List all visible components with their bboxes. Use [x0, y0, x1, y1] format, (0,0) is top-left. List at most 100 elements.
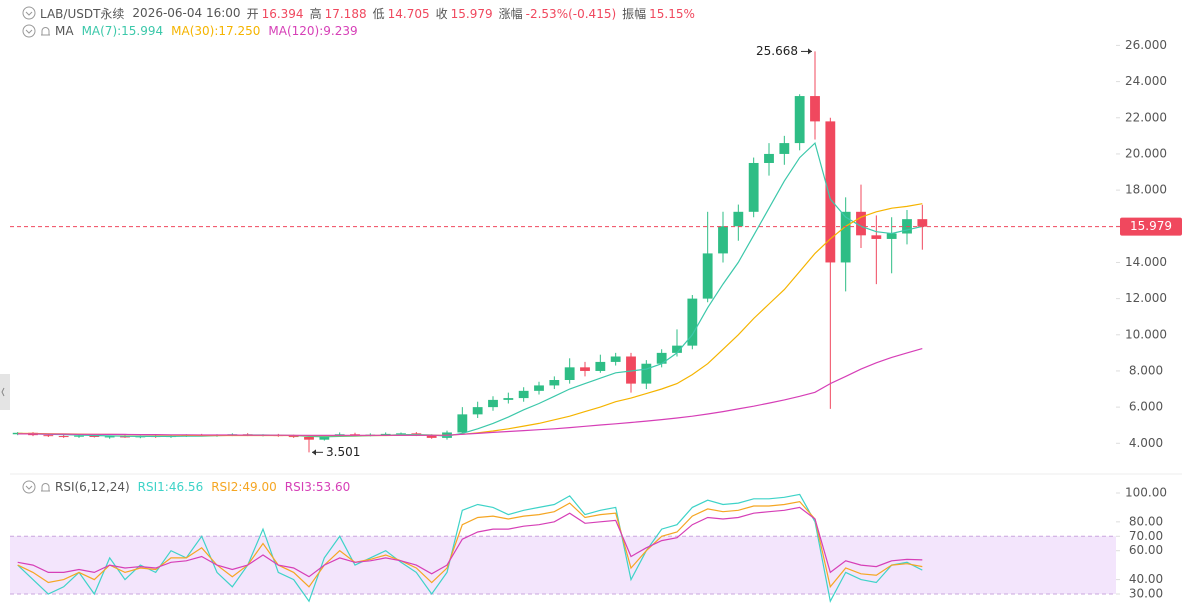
- y-tick-label: 26.000: [1125, 38, 1167, 52]
- candle-body: [595, 361, 606, 371]
- candle-body: [856, 211, 866, 236]
- candle-body: [503, 398, 514, 400]
- candle-body: [12, 432, 23, 435]
- candle-body: [120, 436, 130, 438]
- y-tick-label: 60.00: [1129, 543, 1163, 557]
- candle-body: [733, 211, 744, 227]
- rsi-band: [10, 536, 1116, 595]
- candle-body: [626, 356, 636, 384]
- candle-body: [610, 356, 621, 362]
- header-row: LAB/USDT永续 2026-06-04 16:00 开 16.394 高 17.1…: [40, 5, 695, 21]
- timestamp: 2026-06-04 16:00: [132, 6, 241, 20]
- collapse-chevron: [25, 485, 33, 490]
- series-line: [17, 348, 923, 436]
- series-line: [17, 493, 923, 603]
- candle-body: [764, 153, 774, 163]
- field-label: 收: [435, 6, 448, 21]
- collapse-chevron: [25, 11, 33, 16]
- field-label: 低: [372, 6, 385, 21]
- field-value: 16.394: [261, 6, 304, 21]
- ma-legend: MA MA(7):15.994 MA(30):17.250 MA(120):9.239: [55, 23, 358, 39]
- series-line: [17, 506, 923, 578]
- candle-body: [672, 345, 682, 353]
- field-label: 涨幅: [498, 6, 523, 21]
- icons: [22, 6, 50, 494]
- legend-entry: RSI2:49.00: [211, 480, 277, 494]
- candle-body: [43, 435, 54, 437]
- candle-body: [702, 253, 713, 299]
- header-field: 涨幅 -2.53%(-0.415): [499, 5, 617, 22]
- legend-entry: MA(120):9.239: [268, 24, 358, 38]
- candle-body: [564, 367, 575, 380]
- candle-body: [810, 96, 820, 122]
- last-price-label: 15.979: [1130, 219, 1172, 233]
- y-tick-label: 12.000: [1125, 291, 1167, 305]
- collapse-chevron: [25, 29, 33, 34]
- field-value: 17.188: [324, 6, 367, 21]
- candle-body: [380, 433, 391, 435]
- header-field: 收 15.979: [436, 5, 493, 22]
- candle-body: [748, 162, 759, 212]
- field-value: 15.979: [450, 6, 493, 21]
- alert-icon[interactable]: [41, 27, 50, 36]
- y-tick-label: 4.000: [1129, 436, 1163, 450]
- candle-body: [871, 235, 882, 239]
- header-field: 低 14.705: [373, 5, 430, 22]
- y-tick-label: 24.000: [1125, 74, 1167, 88]
- candle-body: [74, 435, 84, 437]
- annotation-label: 3.501: [326, 445, 360, 459]
- candle-body: [457, 414, 468, 433]
- alert-icon[interactable]: [41, 483, 50, 492]
- field-value: 15.15%: [649, 6, 695, 21]
- annotation-label: 25.668: [756, 44, 798, 58]
- candle-body: [840, 211, 851, 263]
- candle-body: [794, 96, 805, 144]
- collapse-icon[interactable]: [22, 24, 36, 38]
- candle-body: [58, 436, 69, 438]
- candle-body: [396, 433, 406, 435]
- series-line: [17, 500, 923, 589]
- candle-body: [288, 436, 299, 438]
- field-label: 高: [309, 6, 322, 21]
- candle-body: [488, 399, 498, 408]
- symbol: LAB/USDT永续: [40, 6, 125, 21]
- legend-entry: MA(30):17.250: [171, 24, 261, 38]
- y-tick-label: 8.000: [1129, 363, 1163, 377]
- candle-body: [304, 436, 314, 440]
- y-tick-label: 100.00: [1125, 485, 1167, 499]
- candle-body: [718, 226, 728, 254]
- collapse-icon[interactable]: [22, 480, 36, 494]
- y-tick-label: 14.000: [1125, 255, 1167, 269]
- y-tick-label: 18.000: [1125, 183, 1167, 197]
- field-label: 开: [246, 6, 259, 21]
- candle-body: [687, 298, 698, 346]
- series-line: [17, 203, 923, 437]
- candle-body: [426, 435, 437, 438]
- candle-body: [319, 436, 330, 440]
- candle-body: [656, 352, 667, 364]
- collapse-icon[interactable]: [22, 6, 36, 20]
- y-tick-label: 22.000: [1125, 110, 1167, 124]
- y-tick-label: 80.00: [1129, 514, 1163, 528]
- y-tick-label: 6.000: [1129, 400, 1163, 414]
- y-tick-label: 70.00: [1129, 529, 1163, 543]
- header-field: 振幅 15.15%: [622, 5, 695, 22]
- candle-body: [779, 143, 790, 154]
- field-value: -2.53%(-0.415): [525, 6, 617, 21]
- header-field: 高 17.188: [310, 5, 367, 22]
- candle-body: [917, 219, 928, 227]
- legend-entry: RSI3:53.60: [284, 480, 351, 494]
- candle-body: [549, 380, 560, 386]
- y-tick-label: 10.000: [1125, 327, 1167, 341]
- side-tab[interactable]: [0, 374, 10, 410]
- series-line: [17, 141, 923, 438]
- candle-body: [886, 233, 897, 239]
- candle-body: [825, 121, 836, 263]
- legend-entry: MA(7):15.994: [81, 24, 164, 38]
- candle-body: [641, 363, 652, 384]
- header-field: 开 16.394: [247, 5, 304, 22]
- candle-body: [534, 385, 544, 391]
- candle-body: [580, 367, 590, 371]
- y-tick-label: 20.000: [1125, 146, 1167, 160]
